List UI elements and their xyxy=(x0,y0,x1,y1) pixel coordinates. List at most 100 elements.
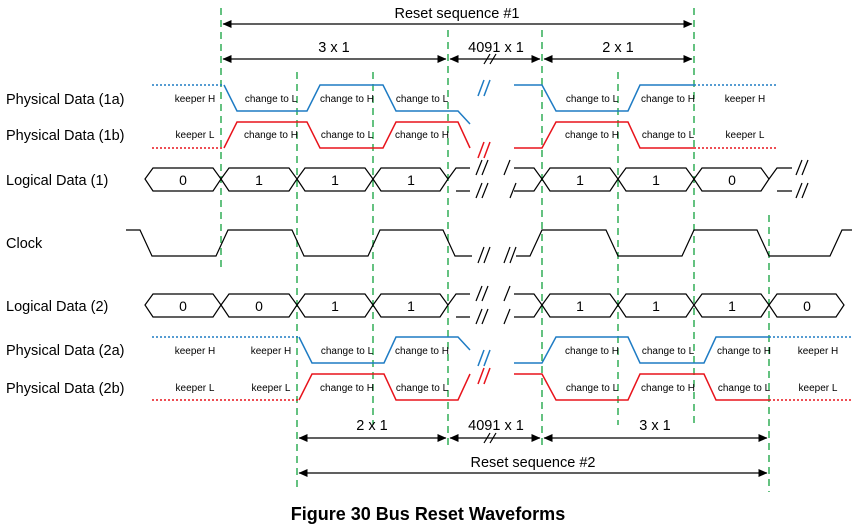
signal-trace xyxy=(514,84,694,112)
reset-sequence-2-label: Reset sequence #2 xyxy=(471,455,596,471)
waveform-physical-1a: keeper H change to L change to H change … xyxy=(152,79,776,125)
state-label: change to L xyxy=(321,346,374,357)
state-label: change to L xyxy=(642,130,695,141)
state-label: change to L xyxy=(718,383,771,394)
break-mark xyxy=(483,432,497,444)
signal-trace xyxy=(514,121,694,149)
state-label: change to L xyxy=(396,383,449,394)
state-label: change to H xyxy=(244,130,298,141)
state-label: keeper H xyxy=(798,346,839,357)
state-label: change to H xyxy=(641,94,695,105)
reset-sequence-2-annotations: 2 x 1 4091 x 1 3 x 1 Reset sequence #2 xyxy=(298,418,768,477)
bus-segment xyxy=(768,293,845,318)
segment-4091x1-label: 4091 x 1 xyxy=(468,418,524,434)
state-label: keeper L xyxy=(799,383,838,394)
break-mark xyxy=(477,79,491,97)
state-label: change to H xyxy=(565,130,619,141)
bus-segment xyxy=(447,293,470,318)
bit-value: 1 xyxy=(652,298,660,314)
bit-value: 1 xyxy=(255,172,263,188)
waveform-physical-1b: keeper L change to H change to L change … xyxy=(152,121,776,159)
break-mark xyxy=(503,246,517,264)
break-mark xyxy=(483,53,497,65)
bus-segment xyxy=(514,293,543,318)
signal-trace xyxy=(223,84,471,125)
bit-value: 1 xyxy=(728,298,736,314)
row-labels: Physical Data (1a) Physical Data (1b) Lo… xyxy=(6,92,124,397)
bit-value: 1 xyxy=(407,298,415,314)
state-label: change to L xyxy=(566,383,619,394)
bit-value: 1 xyxy=(407,172,415,188)
segment-2x1-label: 2 x 1 xyxy=(602,40,633,56)
state-label: keeper L xyxy=(252,383,291,394)
state-label: change to H xyxy=(717,346,771,357)
row-label-logical-2: Logical Data (2) xyxy=(6,299,108,315)
bus-segment xyxy=(447,167,470,192)
row-label-physical-1a: Physical Data (1a) xyxy=(6,92,124,108)
bit-value: 0 xyxy=(728,172,736,188)
state-label: keeper H xyxy=(725,94,766,105)
break-mark xyxy=(477,246,491,264)
waveform-physical-2b: keeper L keeper L change to H change to … xyxy=(152,367,852,401)
clock-trace xyxy=(516,229,852,257)
row-label-physical-2b: Physical Data (2b) xyxy=(6,381,124,397)
state-label: keeper L xyxy=(176,383,215,394)
row-label-logical-1: Logical Data (1) xyxy=(6,173,108,189)
signal-trace xyxy=(514,336,769,364)
bus-segment xyxy=(768,167,792,192)
reset-sequence-1-label: Reset sequence #1 xyxy=(395,6,520,22)
row-label-physical-2a: Physical Data (2a) xyxy=(6,343,124,359)
bit-value: 0 xyxy=(803,298,811,314)
waveform-physical-2a: keeper H keeper H change to L change to … xyxy=(152,336,852,367)
segment-4091x1-label: 4091 x 1 xyxy=(468,40,524,56)
break-mark xyxy=(477,367,491,385)
state-label: change to H xyxy=(395,346,449,357)
state-label: change to H xyxy=(641,383,695,394)
state-label: change to L xyxy=(642,346,695,357)
bus-segment xyxy=(514,167,543,192)
state-label: change to L xyxy=(321,130,374,141)
state-label: keeper H xyxy=(251,346,292,357)
row-label-physical-1b: Physical Data (1b) xyxy=(6,128,124,144)
state-label: change to H xyxy=(395,130,449,141)
state-label: change to H xyxy=(565,346,619,357)
state-label: change to H xyxy=(320,383,374,394)
state-label: keeper L xyxy=(176,130,215,141)
figure-caption: Figure 30 Bus Reset Waveforms xyxy=(291,504,565,524)
bit-value: 1 xyxy=(331,172,339,188)
bit-value: 0 xyxy=(179,298,187,314)
break-mark xyxy=(477,141,491,159)
clock-trace xyxy=(126,229,472,257)
waveform-logical-1: 0 1 1 1 1 1 0 xyxy=(144,159,809,199)
segment-2x1-label: 2 x 1 xyxy=(356,418,387,434)
signal-trace xyxy=(298,373,471,401)
state-label: change to H xyxy=(320,94,374,105)
waveform-clock xyxy=(126,229,852,264)
break-mark xyxy=(475,285,489,325)
signal-trace xyxy=(514,373,769,401)
break-mark xyxy=(475,159,489,199)
bit-value: 1 xyxy=(652,172,660,188)
signal-trace xyxy=(223,121,471,149)
break-mark xyxy=(503,159,517,199)
state-label: keeper L xyxy=(726,130,765,141)
state-label: change to L xyxy=(566,94,619,105)
reset-sequence-1-annotations: Reset sequence #1 3 x 1 4091 x 1 2 x 1 xyxy=(222,6,693,65)
bit-value: 0 xyxy=(179,172,187,188)
state-label: keeper H xyxy=(175,346,216,357)
row-label-clock: Clock xyxy=(6,236,43,252)
bit-value: 0 xyxy=(255,298,263,314)
state-label: change to L xyxy=(396,94,449,105)
break-mark xyxy=(477,349,491,367)
waveform-logical-2: 0 0 1 1 1 1 1 0 xyxy=(144,285,845,325)
segment-3x1-label: 3 x 1 xyxy=(318,40,349,56)
signal-trace xyxy=(298,336,471,364)
bit-value: 1 xyxy=(576,298,584,314)
state-label: change to L xyxy=(245,94,298,105)
break-mark xyxy=(795,159,809,199)
bit-value: 1 xyxy=(331,298,339,314)
break-mark xyxy=(503,285,511,325)
segment-3x1-label: 3 x 1 xyxy=(639,418,670,434)
state-label: keeper H xyxy=(175,94,216,105)
